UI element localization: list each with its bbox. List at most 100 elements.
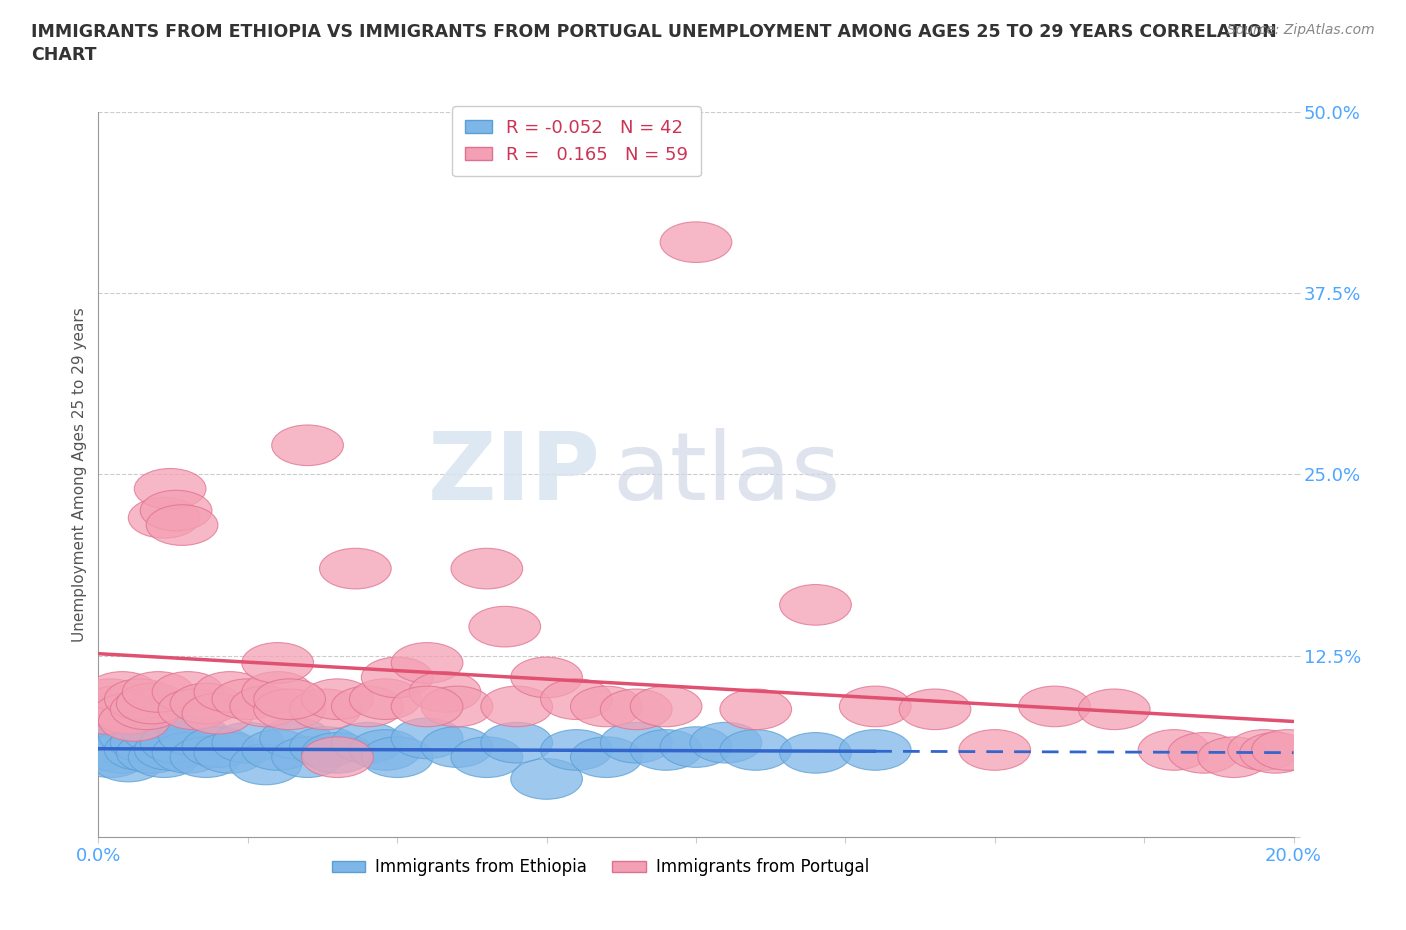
Ellipse shape — [451, 737, 523, 777]
Ellipse shape — [122, 712, 194, 753]
Ellipse shape — [111, 689, 183, 730]
Ellipse shape — [290, 689, 361, 730]
Ellipse shape — [117, 684, 188, 724]
Ellipse shape — [87, 671, 159, 712]
Ellipse shape — [779, 585, 852, 625]
Ellipse shape — [260, 718, 332, 759]
Ellipse shape — [111, 723, 183, 763]
Ellipse shape — [600, 689, 672, 730]
Ellipse shape — [242, 643, 314, 684]
Ellipse shape — [98, 715, 170, 756]
Text: atlas: atlas — [613, 429, 841, 520]
Ellipse shape — [959, 730, 1031, 770]
Ellipse shape — [98, 700, 170, 741]
Ellipse shape — [540, 679, 613, 720]
Ellipse shape — [254, 689, 326, 730]
Ellipse shape — [117, 733, 188, 773]
Ellipse shape — [661, 726, 733, 767]
Ellipse shape — [212, 723, 284, 763]
Ellipse shape — [1078, 689, 1150, 730]
Ellipse shape — [231, 744, 302, 785]
Ellipse shape — [630, 686, 702, 726]
Ellipse shape — [183, 694, 254, 734]
Ellipse shape — [254, 679, 326, 720]
Ellipse shape — [159, 689, 231, 730]
Ellipse shape — [141, 723, 212, 763]
Ellipse shape — [301, 679, 374, 720]
Ellipse shape — [170, 737, 242, 777]
Ellipse shape — [839, 686, 911, 726]
Ellipse shape — [183, 726, 254, 767]
Legend: Immigrants from Ethiopia, Immigrants from Portugal: Immigrants from Ethiopia, Immigrants fro… — [325, 852, 876, 883]
Ellipse shape — [451, 549, 523, 589]
Ellipse shape — [900, 689, 972, 730]
Ellipse shape — [1139, 730, 1211, 770]
Ellipse shape — [470, 606, 541, 647]
Ellipse shape — [391, 718, 463, 759]
Ellipse shape — [1198, 737, 1270, 777]
Ellipse shape — [630, 730, 702, 770]
Ellipse shape — [69, 694, 141, 734]
Ellipse shape — [391, 643, 463, 684]
Ellipse shape — [391, 686, 463, 726]
Ellipse shape — [350, 730, 422, 770]
Ellipse shape — [350, 679, 422, 720]
Ellipse shape — [170, 684, 242, 724]
Ellipse shape — [212, 679, 284, 720]
Ellipse shape — [720, 689, 792, 730]
Ellipse shape — [661, 222, 733, 262]
Ellipse shape — [332, 686, 404, 726]
Ellipse shape — [87, 733, 159, 773]
Ellipse shape — [409, 671, 481, 712]
Ellipse shape — [194, 733, 266, 773]
Ellipse shape — [271, 737, 343, 777]
Ellipse shape — [510, 658, 582, 698]
Ellipse shape — [720, 730, 792, 770]
Ellipse shape — [75, 679, 146, 720]
Ellipse shape — [93, 694, 165, 734]
Text: Source: ZipAtlas.com: Source: ZipAtlas.com — [1227, 23, 1375, 37]
Y-axis label: Unemployment Among Ages 25 to 29 years: Unemployment Among Ages 25 to 29 years — [72, 307, 87, 642]
Ellipse shape — [135, 469, 207, 509]
Ellipse shape — [1168, 733, 1240, 773]
Ellipse shape — [122, 671, 194, 712]
Ellipse shape — [1251, 730, 1323, 770]
Ellipse shape — [510, 759, 582, 799]
Ellipse shape — [242, 671, 314, 712]
Ellipse shape — [104, 679, 176, 720]
Ellipse shape — [319, 549, 391, 589]
Ellipse shape — [1019, 686, 1091, 726]
Ellipse shape — [301, 737, 374, 777]
Ellipse shape — [361, 737, 433, 777]
Ellipse shape — [271, 425, 343, 466]
Ellipse shape — [159, 715, 231, 756]
Ellipse shape — [231, 686, 302, 726]
Ellipse shape — [141, 490, 212, 531]
Ellipse shape — [422, 686, 494, 726]
Ellipse shape — [93, 741, 165, 782]
Text: CHART: CHART — [31, 46, 97, 64]
Ellipse shape — [301, 733, 374, 773]
Ellipse shape — [1227, 730, 1299, 770]
Ellipse shape — [69, 730, 141, 770]
Ellipse shape — [481, 723, 553, 763]
Ellipse shape — [80, 723, 152, 763]
Ellipse shape — [104, 730, 176, 770]
Ellipse shape — [1240, 733, 1312, 773]
Ellipse shape — [80, 686, 152, 726]
Ellipse shape — [128, 737, 200, 777]
Ellipse shape — [135, 730, 207, 770]
Ellipse shape — [690, 723, 762, 763]
Text: IMMIGRANTS FROM ETHIOPIA VS IMMIGRANTS FROM PORTUGAL UNEMPLOYMENT AMONG AGES 25 : IMMIGRANTS FROM ETHIOPIA VS IMMIGRANTS F… — [31, 23, 1277, 41]
Ellipse shape — [152, 733, 224, 773]
Ellipse shape — [481, 686, 553, 726]
Ellipse shape — [361, 658, 433, 698]
Ellipse shape — [779, 733, 852, 773]
Ellipse shape — [600, 723, 672, 763]
Ellipse shape — [290, 726, 361, 767]
Ellipse shape — [75, 737, 146, 777]
Ellipse shape — [839, 730, 911, 770]
Ellipse shape — [152, 671, 224, 712]
Ellipse shape — [242, 730, 314, 770]
Ellipse shape — [540, 730, 613, 770]
